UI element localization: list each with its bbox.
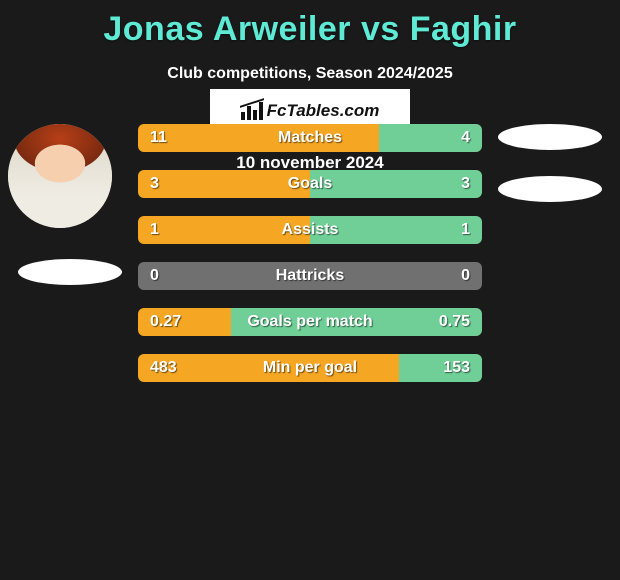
stat-value-right: 0.75: [439, 308, 470, 336]
stat-value-right: 0: [461, 262, 470, 290]
stat-value-right: 3: [461, 170, 470, 198]
stat-label: Hattricks: [138, 262, 482, 290]
bar-chart-icon: [241, 102, 263, 120]
stat-row: 0.27Goals per match0.75: [138, 308, 482, 336]
stat-row: 0Hattricks0: [138, 262, 482, 290]
player-right-avatar: [498, 124, 602, 150]
stat-row: 1Assists1: [138, 216, 482, 244]
stat-label: Matches: [138, 124, 482, 152]
stat-label: Goals: [138, 170, 482, 198]
branding-text: FcTables.com: [267, 101, 380, 121]
stat-value-right: 1: [461, 216, 470, 244]
player-left-avatar: [8, 124, 112, 228]
stat-row: 3Goals3: [138, 170, 482, 198]
stat-label: Min per goal: [138, 354, 482, 382]
player-right-club-logo: [498, 176, 602, 202]
stat-row: 11Matches4: [138, 124, 482, 152]
stat-value-right: 4: [461, 124, 470, 152]
subtitle: Club competitions, Season 2024/2025: [0, 65, 620, 83]
stat-row: 483Min per goal153: [138, 354, 482, 382]
page-title: Jonas Arweiler vs Faghir: [0, 0, 620, 49]
comparison-bars: 11Matches4 3Goals3 1Assists1 0Hattricks0 0.2…: [138, 124, 482, 400]
player-left-club-logo: [18, 259, 122, 285]
stat-value-right: 153: [443, 354, 470, 382]
stat-label: Assists: [138, 216, 482, 244]
stat-label: Goals per match: [138, 308, 482, 336]
